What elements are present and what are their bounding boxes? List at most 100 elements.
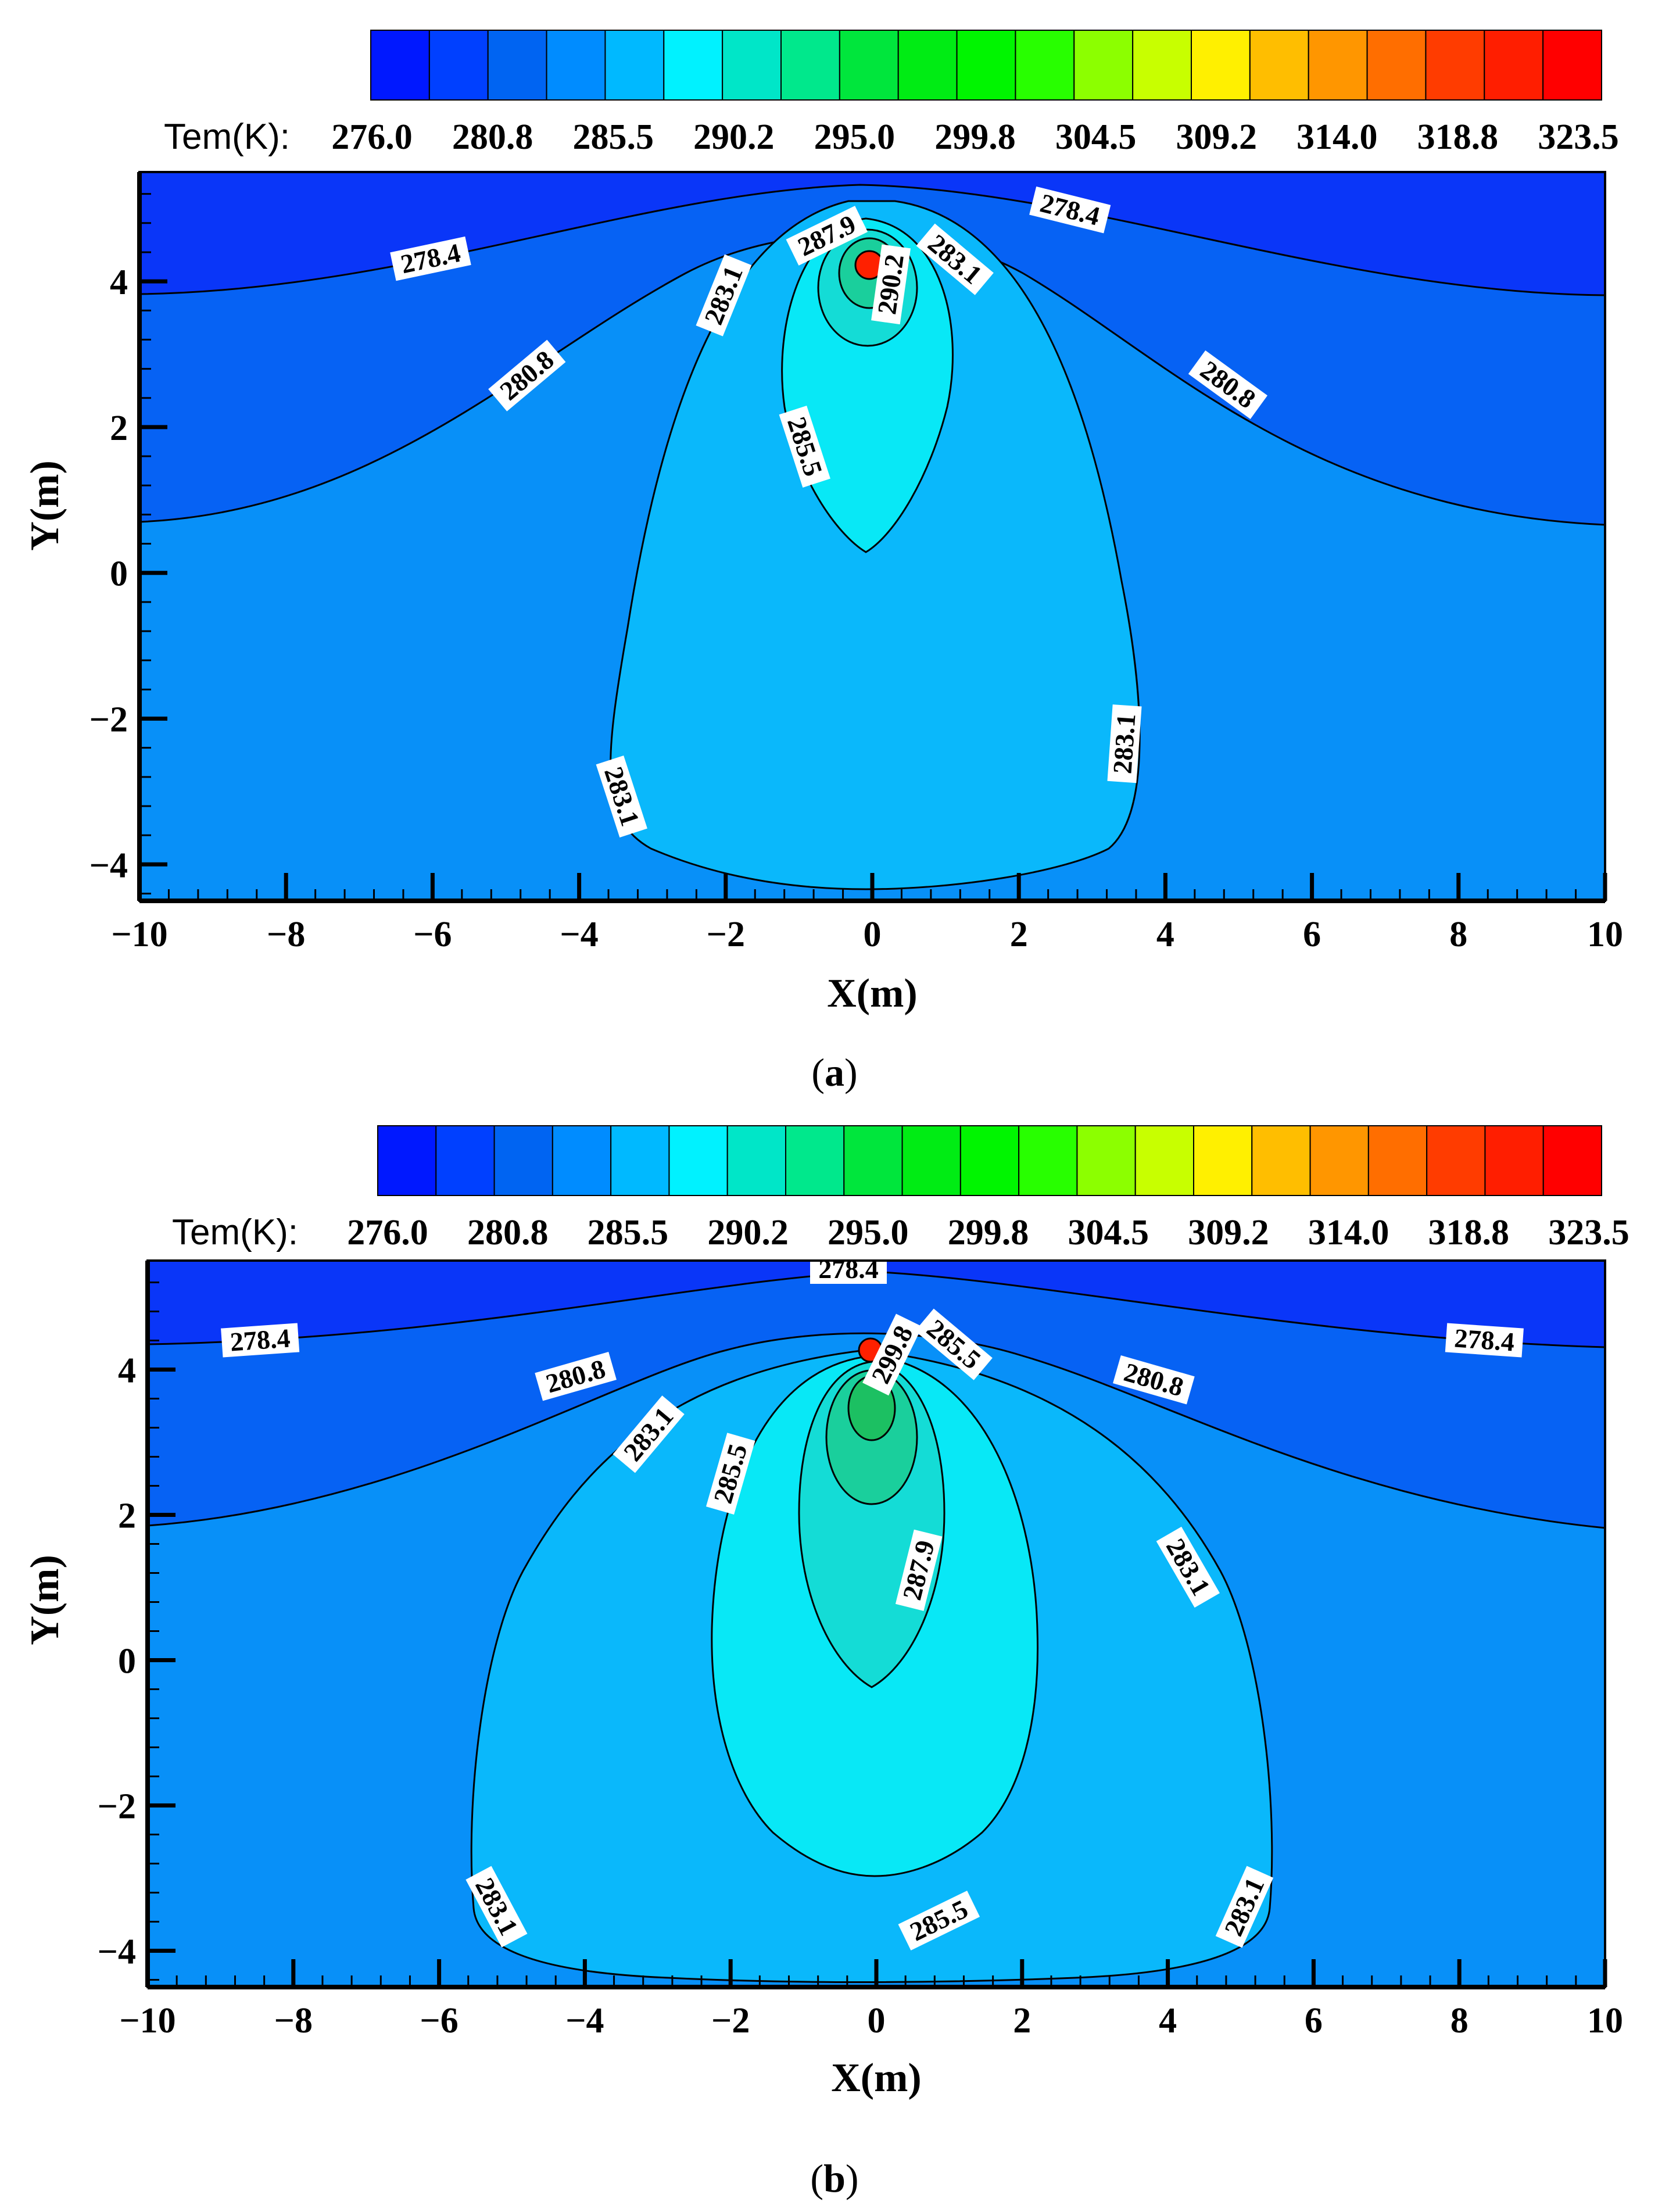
colorbar-cell [959,1125,1020,1196]
colorbar-cell [1073,30,1134,101]
y-tick-label: 4 [118,1351,136,1391]
colorbar-cell [1193,1125,1253,1196]
y-tick-label: −2 [98,1787,136,1827]
colorbar-cell [1308,30,1368,101]
colorbar-tick-label: 299.8 [948,1213,1029,1252]
y-tick-label: 2 [118,1497,136,1536]
colorbar-tick-labels: 276.0 280.8 285.5 290.2 295.0 299.8 304.5 309.2… [331,117,1619,157]
y-tick-label: −2 [89,700,128,740]
x-tick-label: 0 [864,915,882,954]
x-tick-label: 10 [1587,2001,1623,2041]
contour-label-278-right: 278.4 [1445,1323,1524,1358]
x-axis-label: X(m) [827,971,917,1016]
x-tick-label: −2 [711,2001,750,2041]
x-tick-label: 8 [1449,915,1467,954]
colorbar-tick-label: 280.8 [467,1213,549,1252]
colorbar-cell [780,30,840,101]
y-axis-label: Y(m) [23,1555,67,1645]
colorbar-cell [668,1125,728,1196]
x-tick-label: −6 [420,2001,458,2041]
y-tick-label: 4 [110,263,128,302]
x-tick-label: 4 [1159,2001,1177,2041]
contour-chart-b: 276.0 280.8 285.5 290.2 295.0 299.8 304.5 309.2… [23,1125,1629,2200]
colorbar-cell [428,30,489,101]
colorbar-tick-label: 285.5 [588,1213,669,1252]
colorbar-tick-label: 323.5 [1538,117,1619,157]
colorbar-cell [1018,1125,1078,1196]
colorbar-cell [551,1125,612,1196]
axes: −10 −8 −6 −4 −2 0 2 4 6 8 10 −4 −2 0 2 4 [89,171,1623,954]
colorbar-cell [1367,1125,1428,1196]
colorbar-tick-label: 318.8 [1428,1213,1510,1252]
x-tick-label: −8 [274,2001,313,2041]
colorbar-cell [493,1125,553,1196]
colorbar [377,1125,1603,1196]
colorbar-tick-label: 318.8 [1417,117,1499,157]
x-tick-label: −4 [565,2001,604,2041]
colorbar-cell [1076,1125,1136,1196]
colorbar-cell [370,30,430,101]
colorbar-cell [843,1125,903,1196]
colorbar-cell [1425,30,1485,101]
colorbar-cell [1015,30,1075,101]
colorbar-cell [1134,1125,1194,1196]
colorbar-tick-label: 276.0 [347,1213,428,1252]
colorbar-tick-label: 314.0 [1296,117,1378,157]
x-tick-label: 0 [868,2001,886,2041]
x-tick-label: −2 [707,915,745,954]
x-tick-label: 6 [1305,2001,1323,2041]
colorbar-cell [1542,1125,1603,1196]
colorbar-cell [901,1125,961,1196]
colorbar-tick-label: 285.5 [572,117,654,157]
contour-label-283-lower-right: 283.1 [1107,704,1142,783]
colorbar-cell [1542,30,1602,101]
y-tick-label: −4 [98,1932,136,1972]
colorbar-cell [1249,30,1309,101]
y-tick-label: −4 [89,846,128,885]
colorbar-cell [1426,1125,1486,1196]
svg-text:278.4: 278.4 [1453,1323,1516,1356]
colorbar-tick-label: 299.8 [934,117,1016,157]
y-tick-label: 2 [110,409,128,448]
svg-text:278.4: 278.4 [818,1254,879,1284]
contour-label-278-top: 278.4 [810,1254,887,1284]
colorbar [370,30,1602,101]
colorbar-label: Tem(K): [164,117,290,157]
colorbar-tick-label: 304.5 [1055,117,1137,157]
contour-label-285-upper-left: 285.5 [705,1433,755,1515]
y-axis-label: Y(m) [23,460,67,550]
colorbar-cell [1191,30,1251,101]
x-axis-label: X(m) [831,2056,921,2100]
colorbar-cell [1366,30,1427,101]
x-tick-label: 2 [1010,915,1028,954]
x-tick-label: 4 [1156,915,1174,954]
x-tick-label: 6 [1303,915,1321,954]
colorbar-tick-label: 314.0 [1308,1213,1389,1252]
colorbar-cell [722,30,782,101]
colorbar-cell [487,30,547,101]
panel-label: (b) [810,2156,858,2200]
colorbar-cell [663,30,724,101]
x-tick-label: −8 [267,915,305,954]
colorbar-cell [726,1125,786,1196]
contour-label-278-left: 278.4 [221,1323,300,1358]
colorbar-tick-label: 295.0 [814,117,896,157]
x-tick-label: −10 [111,915,167,954]
x-tick-label: −10 [119,2001,176,2041]
colorbar-cell [377,1125,437,1196]
contour-chart-a: 276.0 280.8 285.5 290.2 295.0 299.8 304.5 309.2… [23,30,1623,1094]
colorbar-cell [785,1125,845,1196]
contour-field [138,171,1606,902]
colorbar-tick-label: 295.0 [828,1213,909,1252]
colorbar-tick-label: 276.0 [331,117,413,157]
colorbar-cell [1484,30,1544,101]
colorbar-tick-label: 309.2 [1188,1213,1269,1252]
colorbar-cell [839,30,899,101]
x-tick-label: −6 [413,915,452,954]
colorbar-cell [897,30,958,101]
colorbar-cell [1309,1125,1369,1196]
colorbar-cell [435,1125,495,1196]
svg-text:283.1: 283.1 [1107,713,1141,775]
panel-a: 276.0 280.8 285.5 290.2 295.0 299.8 304.5 309.2… [23,30,1623,1094]
colorbar-tick-label: 280.8 [452,117,533,157]
